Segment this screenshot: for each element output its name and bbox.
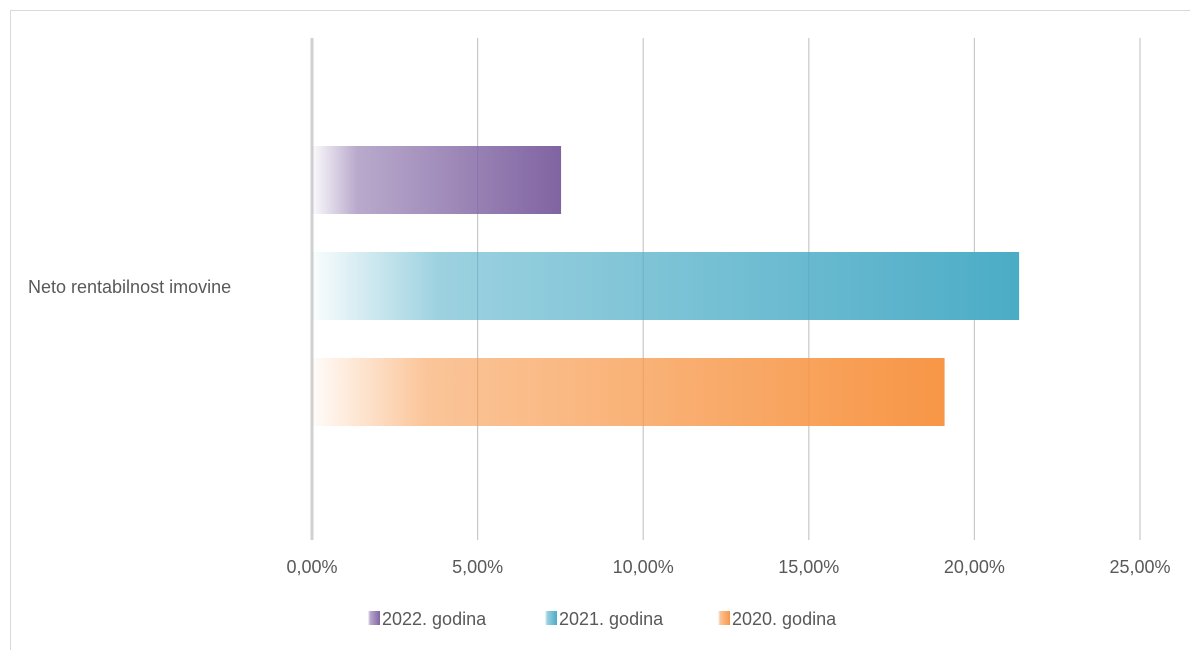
x-tick-label: 25,00% — [1109, 557, 1170, 577]
legend: 2022. godina 2021. godina 2020. godina — [368, 609, 837, 629]
chart-frame — [10, 10, 1190, 650]
x-tick-label: 5,00% — [452, 557, 503, 577]
y-axis-category-labels: Neto rentabilnost imovine — [28, 277, 231, 297]
x-tick-label: 15,00% — [778, 557, 839, 577]
bar-2020-godina — [312, 358, 945, 426]
legend-swatch — [368, 611, 380, 625]
x-tick-label: 10,00% — [613, 557, 674, 577]
bars — [312, 146, 1020, 426]
legend-label: 2021. godina — [559, 609, 664, 629]
legend-swatch — [718, 611, 730, 625]
bar-2022-godina — [312, 146, 562, 214]
x-axis-tick-labels: 0,00% 5,00% 10,00% 15,00% 20,00% 25,00% — [286, 557, 1170, 577]
x-tick-label: 0,00% — [286, 557, 337, 577]
category-label: Neto rentabilnost imovine — [28, 277, 231, 297]
bar-2021-godina — [312, 252, 1020, 320]
legend-swatch — [545, 611, 557, 625]
legend-label: 2022. godina — [382, 609, 487, 629]
legend-label: 2020. godina — [732, 609, 837, 629]
x-tick-label: 20,00% — [944, 557, 1005, 577]
